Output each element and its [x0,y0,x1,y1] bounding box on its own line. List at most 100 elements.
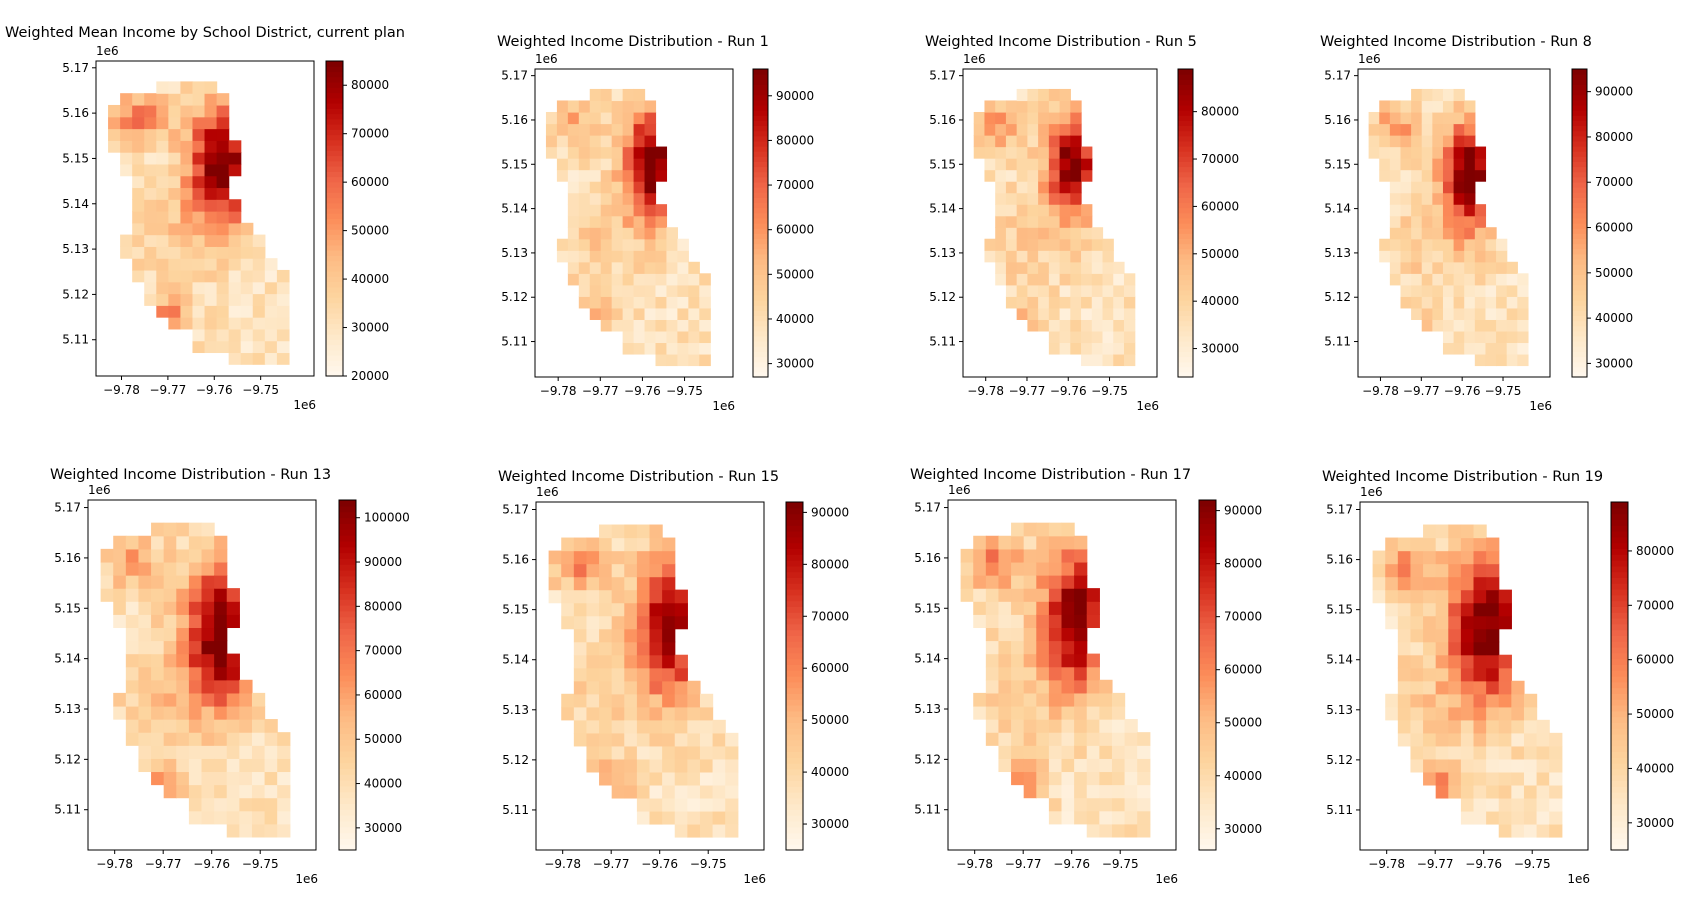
district-cell [995,273,1007,286]
district-cell [611,284,624,297]
district-cell [1048,88,1061,102]
district-cell [264,719,278,733]
district-cell [1485,342,1497,355]
district-cell [622,111,635,125]
district-cell [1059,135,1071,148]
district-cell [132,116,145,130]
district-cell [156,246,169,259]
district-cell [1473,784,1487,799]
district-cell [144,175,157,189]
district-cell [144,281,157,295]
district-cell [1448,628,1462,643]
colorbar-frame [752,68,769,378]
district-cell [1400,261,1412,274]
district-cell [611,238,624,251]
district-cell [677,296,689,309]
district-cell [1038,181,1050,194]
colorbar-segment [339,511,356,519]
district-cell [636,654,651,669]
district-cell [168,104,182,118]
district-cell [180,175,194,189]
district-cell [599,641,613,656]
district-cell [589,123,602,136]
district-cell [1027,307,1039,320]
panel-title: Weighted Income Distribution - Run 8 [1320,34,1592,50]
district-cell [1435,680,1449,695]
district-cell [578,273,591,286]
district-cell [1411,250,1423,263]
colorbar-segment [1611,728,1628,735]
district-cell [226,719,240,733]
colorbar-segment [339,669,356,676]
district-cell [586,589,600,604]
district-cell [1400,296,1412,309]
y-tick-label: 5.15 [502,603,529,617]
district-cell [586,667,600,682]
colorbar-segment [753,279,768,286]
district-cell [239,758,253,773]
colorbar-segment [1572,115,1587,121]
district-cell [1074,548,1088,563]
district-cell [226,784,240,799]
district-cell [1442,342,1455,355]
colorbar-segment [753,223,768,229]
district-cell [1453,111,1465,125]
district-cell [1410,706,1424,721]
district-cell [1036,784,1050,799]
district-cell [649,810,663,825]
district-cell [214,575,228,589]
colorbar-segment [1572,284,1587,291]
district-cell [1111,692,1126,707]
district-cell [1432,296,1444,309]
district-cell [176,771,190,786]
district-cell [1048,627,1063,642]
colorbar-segment [1611,600,1628,607]
district-cell [1027,227,1039,240]
colorbar-segment [1572,99,1587,106]
district-cell [216,281,230,295]
colorbar-segment [339,715,356,723]
district-cell [251,797,266,812]
district-cell [188,588,203,602]
district-cell [1091,261,1104,274]
district-cell [1081,146,1093,159]
district-cell [1023,666,1037,681]
district-cell [192,317,206,330]
district-cell [1038,123,1050,136]
district-cell [1453,273,1465,286]
district-cell [1389,227,1402,240]
district-cell [567,261,580,274]
district-cell [995,250,1007,263]
district-cell [725,784,739,799]
colorbar-segment [1178,89,1193,96]
colorbar-segment [1178,325,1193,332]
district-cell [1038,135,1050,148]
district-cell [216,152,230,165]
y-tick-label: 5.17 [1324,69,1351,83]
district-cell [1473,602,1487,617]
district-cell [674,615,688,630]
colorbar-segment [786,531,803,538]
colorbar-segment [326,150,343,157]
district-cell [611,192,624,205]
district-cell [649,745,663,760]
colorbar-segment [326,255,343,262]
district-cell [1523,693,1538,708]
panel-title: Weighted Income Distribution - Run 1 [497,34,769,50]
colorbar-segment [1572,140,1587,147]
district-cell [151,522,165,537]
district-cell [1486,758,1500,773]
colorbar-segment [339,727,356,734]
colorbar-segment [753,310,768,316]
district-cell [1389,123,1402,136]
district-cell [1385,706,1399,721]
colorbar-segment [1199,622,1216,629]
district-cell [1038,261,1050,274]
colorbar-segment [339,575,356,583]
colorbar-segment [339,809,356,816]
y-offset-label: 1e6 [88,483,111,497]
colorbar-segment [753,356,768,363]
district-cell [1038,215,1050,228]
district-cell [228,293,242,306]
district-cell [649,706,663,721]
